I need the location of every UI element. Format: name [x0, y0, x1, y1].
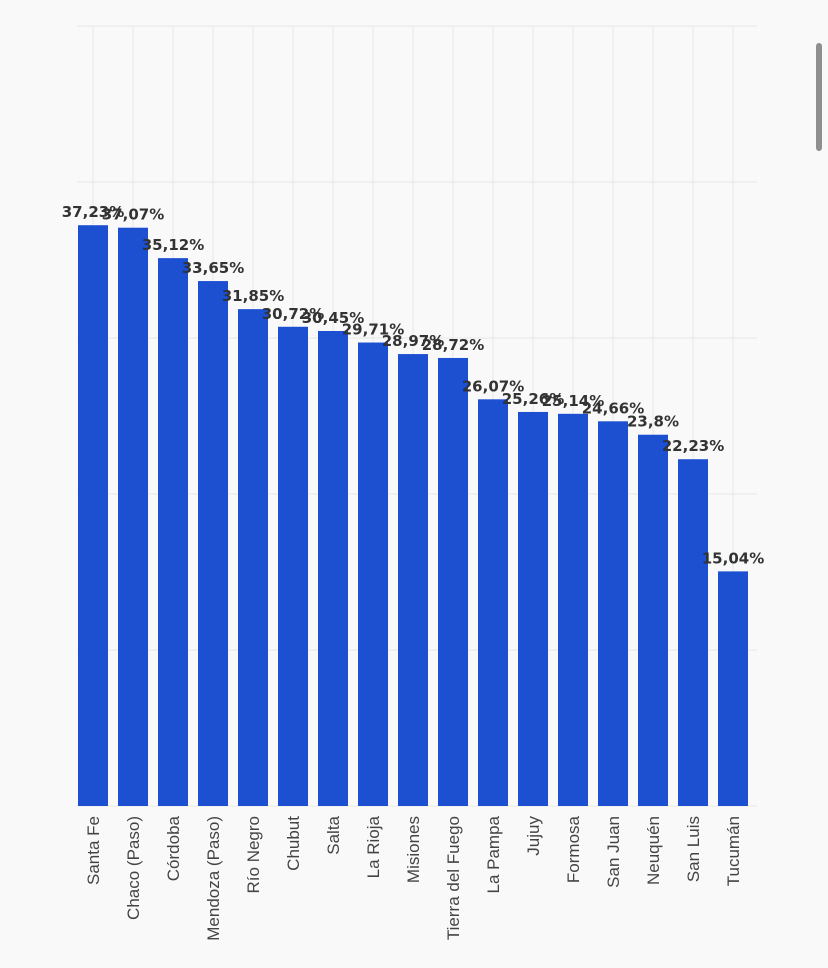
- scrollbar-thumb[interactable]: [816, 43, 822, 151]
- category-label-rio-negro: Río Negro: [244, 816, 263, 893]
- bar-santa-fe[interactable]: [78, 225, 108, 806]
- value-label-la-pampa: 26,07%: [462, 377, 524, 395]
- category-label-san-luis: San Luis: [684, 816, 703, 882]
- value-label-tucuman: 15,04%: [702, 549, 764, 567]
- value-label-santa-fe: 37,23%: [62, 203, 124, 221]
- value-label-formosa: 25,14%: [542, 392, 604, 410]
- category-label-santa-fe: Santa Fe: [84, 816, 103, 885]
- category-label-chubut: Chubut: [284, 816, 303, 871]
- category-labels: Santa Fe Chaco (Paso) Córdoba Mendoza (Paso…: [84, 815, 743, 940]
- value-label-salta: 30,45%: [302, 309, 364, 327]
- bar-formosa[interactable]: [558, 413, 588, 806]
- category-label-la-rioja: La Rioja: [364, 815, 383, 878]
- bar-tierra-del-fuego[interactable]: [438, 357, 468, 806]
- category-label-mendoza-paso: Mendoza (Paso): [204, 816, 223, 941]
- category-label-jujuy: Jujuy: [524, 816, 543, 856]
- category-label-neuquen: Neuquén: [644, 816, 663, 885]
- value-label-chubut: 30,72%: [262, 305, 324, 323]
- category-label-la-pampa: La Pampa: [484, 815, 503, 893]
- value-labels: 37,23%37,07% 35,12% 33,65% 31,85%30,72%30,4…: [62, 203, 764, 567]
- value-label-san-juan: 24,66%: [582, 399, 644, 417]
- bar-chaco-paso[interactable]: [118, 227, 148, 806]
- bar-chubut[interactable]: [278, 326, 308, 806]
- bar-san-luis[interactable]: [678, 459, 708, 806]
- category-label-chaco-paso: Chaco (Paso): [124, 816, 143, 920]
- bar-rio-negro[interactable]: [238, 309, 268, 806]
- bar-jujuy[interactable]: [518, 411, 548, 806]
- value-label-chaco-paso: 37,07%: [102, 206, 164, 224]
- category-label-salta: Salta: [324, 815, 343, 854]
- bar-cordoba[interactable]: [158, 258, 188, 806]
- category-label-formosa: Formosa: [564, 815, 583, 883]
- category-label-cordoba: Córdoba: [164, 815, 183, 881]
- value-label-san-luis: 22,23%: [662, 437, 724, 455]
- bar-mendoza-paso[interactable]: [198, 281, 228, 806]
- bar-la-rioja[interactable]: [358, 342, 388, 806]
- value-label-jujuy: 25,26%: [502, 390, 564, 408]
- bar-la-pampa[interactable]: [478, 399, 508, 806]
- bar-misiones[interactable]: [398, 354, 428, 806]
- category-label-san-juan: San Juan: [604, 816, 623, 888]
- bar-neuquen[interactable]: [638, 434, 668, 806]
- value-label-la-rioja: 29,71%: [342, 321, 404, 339]
- bar-tucuman[interactable]: [718, 571, 748, 806]
- value-label-cordoba: 35,12%: [142, 236, 204, 254]
- category-label-tucuman: Tucumán: [724, 816, 743, 886]
- bar-salta[interactable]: [318, 330, 348, 806]
- value-label-mendoza-paso: 33,65%: [182, 259, 244, 277]
- value-label-tierra-del-fuego: 28,72%: [422, 336, 484, 354]
- bar-san-juan[interactable]: [598, 421, 628, 806]
- value-label-rio-negro: 31,85%: [222, 287, 284, 305]
- bars: [78, 225, 748, 806]
- value-label-misiones: 28,97%: [382, 332, 444, 350]
- category-label-tierra-del-fuego: Tierra del Fuego: [444, 816, 463, 940]
- category-label-misiones: Misiones: [404, 816, 423, 883]
- value-label-neuquen: 23,8%: [627, 413, 679, 431]
